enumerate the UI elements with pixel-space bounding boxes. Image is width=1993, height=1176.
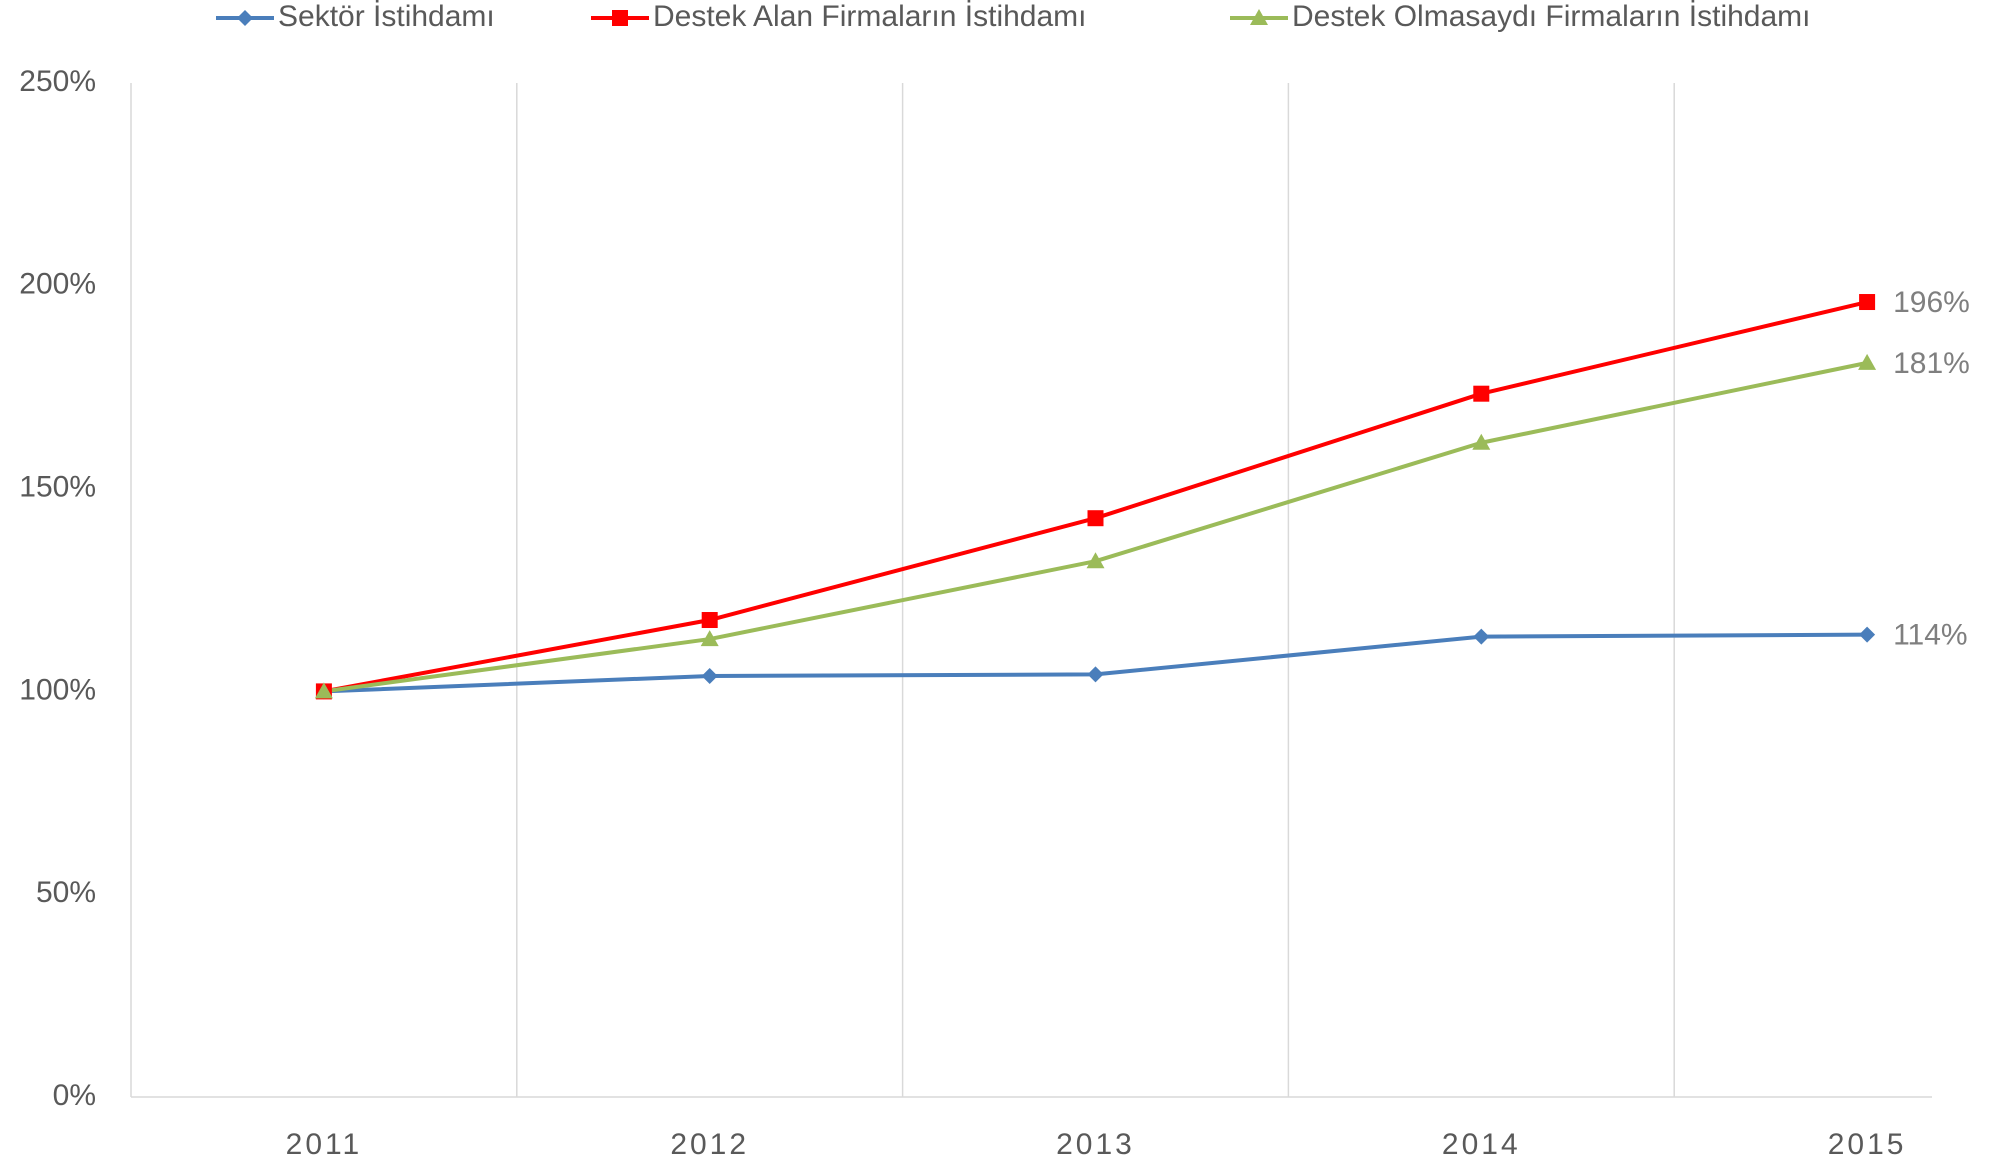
- point-marker: [701, 667, 718, 684]
- x-tick-label: 2012: [670, 1128, 749, 1161]
- point-marker: [1859, 294, 1876, 311]
- x-tick-label: 2014: [1442, 1128, 1521, 1161]
- point-marker: [1472, 433, 1491, 450]
- point-marker: [701, 612, 718, 629]
- point-marker: [1087, 510, 1104, 527]
- y-tick-label: 50%: [36, 876, 96, 909]
- x-tick-label: 2013: [1056, 1128, 1135, 1161]
- point-marker: [1858, 353, 1877, 370]
- y-tick-label: 100%: [19, 673, 96, 706]
- point-marker: [1473, 628, 1490, 645]
- data-label: 114%: [1893, 619, 1968, 652]
- legend-label: Destek Olmasaydı Firmaların İstihdamı: [1292, 0, 1810, 33]
- legend-marker: [237, 10, 253, 26]
- legend-label: Destek Alan Firmaların İstihdamı: [653, 0, 1087, 33]
- y-tick-label: 150%: [19, 471, 96, 504]
- data-label: 181%: [1893, 347, 1970, 380]
- legend-marker: [1250, 9, 1268, 25]
- y-tick-label: 250%: [19, 65, 96, 98]
- series-line: [323, 632, 1868, 694]
- data-label: 196%: [1893, 286, 1970, 319]
- y-tick-label: 0%: [53, 1079, 96, 1112]
- legend-label: Sektör İstihdamı: [278, 0, 495, 33]
- point-marker: [1087, 666, 1104, 683]
- series-line: [323, 300, 1868, 694]
- y-tick-label: 200%: [19, 268, 96, 301]
- point-marker: [1473, 385, 1490, 402]
- legend-marker: [612, 10, 628, 26]
- point-marker: [700, 630, 719, 647]
- series-line: [323, 360, 1868, 694]
- x-tick-label: 2011: [286, 1128, 363, 1161]
- x-tick-label: 2015: [1828, 1128, 1907, 1161]
- point-marker: [1086, 552, 1105, 569]
- point-marker: [314, 682, 333, 699]
- point-marker: [1859, 626, 1876, 643]
